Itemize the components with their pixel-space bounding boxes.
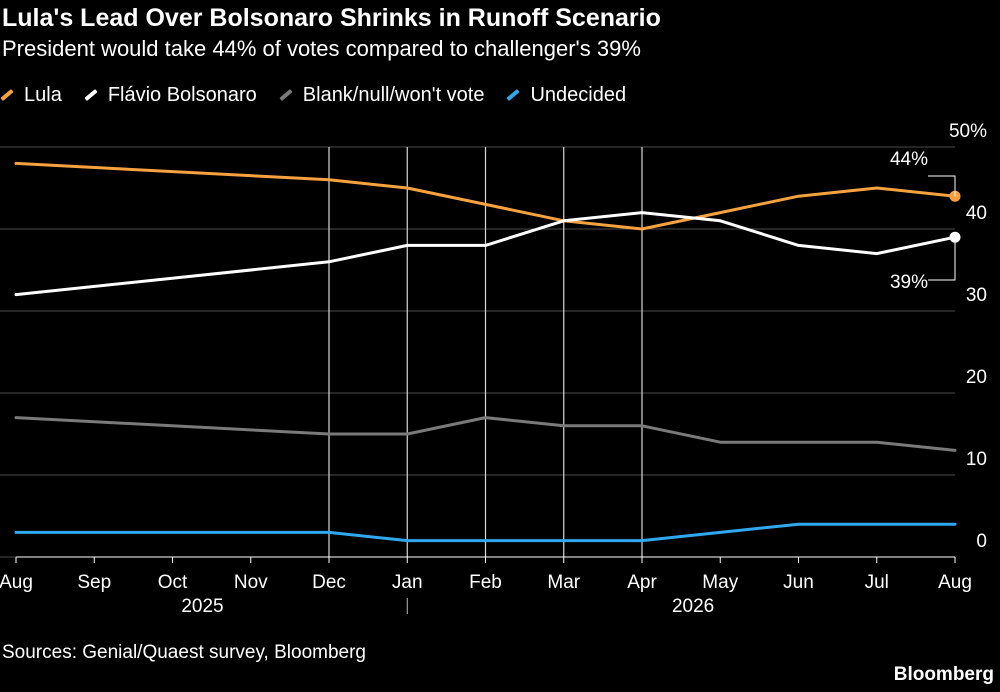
y-tick-label: 20 — [966, 367, 987, 388]
legend: Lula Flávio Bolsonaro Blank/null/won't v… — [0, 82, 648, 108]
annotation-leader — [928, 175, 956, 197]
legend-label-undecided: Undecided — [530, 83, 627, 106]
series-line-3 — [14, 522, 957, 543]
legend-label-bolsonaro: Flávio Bolsonaro — [107, 83, 257, 106]
series-line-2 — [14, 416, 957, 452]
x-tick-label: Aug — [0, 572, 33, 593]
x-tick-label: Jan — [392, 572, 423, 593]
year-label: 2026 — [672, 596, 714, 617]
legend-item-undecided: Undecided — [506, 84, 626, 107]
legend-label-blank: Blank/null/won't vote — [302, 83, 485, 106]
x-tick-label: May — [702, 572, 738, 593]
x-tick-label: Apr — [627, 572, 657, 593]
x-tick-label: Oct — [158, 572, 188, 593]
x-tick-label: Nov — [234, 572, 268, 593]
series-line-0 — [14, 161, 957, 231]
x-tick-label: Feb — [469, 572, 502, 593]
legend-item-bolsonaro: Flávio Bolsonaro — [84, 84, 257, 107]
y-tick-label: 0 — [976, 531, 987, 552]
x-tick-label: Mar — [547, 572, 580, 593]
source-note: Sources: Genial/Quaest survey, Bloomberg — [2, 642, 366, 663]
y-tick-label: 30 — [966, 285, 987, 306]
y-tick-label: 10 — [966, 449, 987, 470]
chart-subtitle: President would take 44% of votes compar… — [2, 36, 641, 61]
x-tick-label: Jun — [783, 572, 814, 593]
annotation-label: 44% — [890, 149, 928, 170]
year-label: 2025 — [181, 596, 223, 617]
annotation-label: 39% — [890, 272, 928, 293]
x-tick-label: Dec — [312, 572, 346, 593]
legend-label-lula: Lula — [24, 83, 62, 106]
x-tick-label: Jul — [865, 572, 889, 593]
series-line-1 — [14, 211, 957, 297]
legend-item-blank: Blank/null/won't vote — [279, 83, 485, 107]
chart-title: Lula's Lead Over Bolsonaro Shrinks in Ru… — [2, 4, 661, 32]
x-tick-label: Sep — [77, 572, 111, 593]
y-tick-label: 50% — [949, 121, 987, 142]
legend-item-lula: Lula — [0, 84, 62, 107]
bloomberg-logo: Bloomberg — [893, 664, 994, 685]
y-tick-label: 40 — [966, 203, 987, 224]
x-tick-label: Aug — [938, 572, 972, 593]
annotation-leader — [928, 237, 956, 281]
